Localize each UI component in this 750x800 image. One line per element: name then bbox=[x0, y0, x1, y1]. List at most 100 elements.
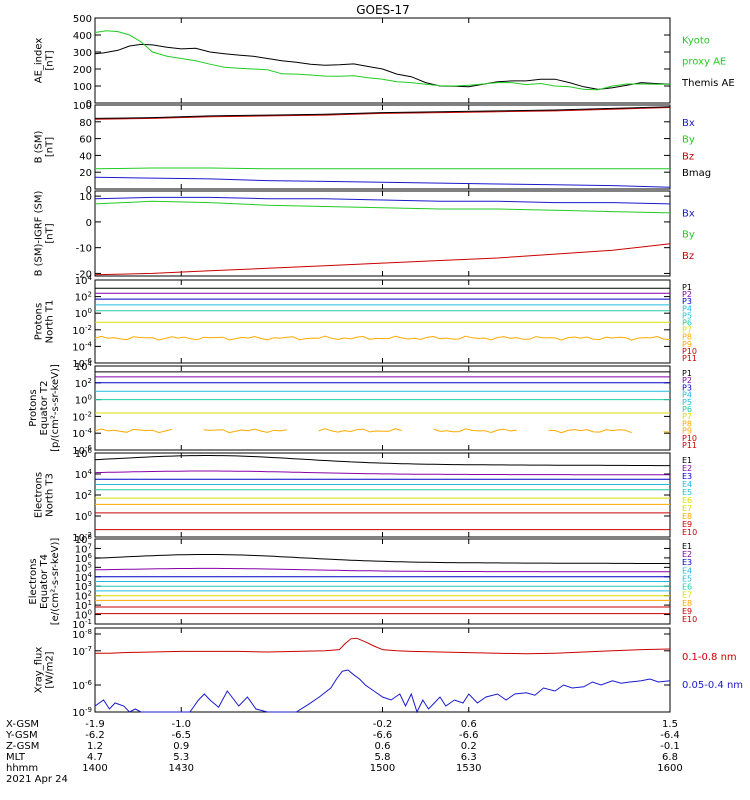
y-tick-label: 40 bbox=[79, 151, 92, 162]
y-axis-label: ElectronsEquator T4[e/(cm²-s-sr-keV)] bbox=[28, 538, 61, 626]
legend-entry-et4: E9 bbox=[682, 607, 692, 616]
y-tick-label: 104 bbox=[75, 468, 93, 481]
legend-entry-et4: E10 bbox=[682, 615, 697, 624]
x-axis-value: 1400 bbox=[82, 763, 107, 774]
y-axis-label: ProtonsEquator T2[p/(cm²-s-sr-keV)] bbox=[28, 364, 61, 452]
y-tick-label: 300 bbox=[73, 48, 92, 59]
y-tick-label: 10-2 bbox=[72, 410, 92, 423]
x-axis-value: 1430 bbox=[169, 763, 194, 774]
panel-frame bbox=[94, 365, 671, 451]
y-tick-label: 102 bbox=[75, 377, 92, 390]
series-bsm-0 bbox=[94, 107, 671, 120]
x-axis-value: -1.0 bbox=[171, 719, 191, 730]
series-et3-0 bbox=[94, 455, 670, 467]
x-axis-value: -0.1 bbox=[660, 741, 680, 752]
y-tick-label: 100 bbox=[73, 101, 92, 112]
legend-entry-pt2: P5 bbox=[682, 398, 692, 407]
x-axis-value: 0.6 bbox=[375, 741, 391, 752]
y-tick-label: 10-4 bbox=[72, 340, 92, 353]
y-tick-label: 0 bbox=[86, 99, 92, 110]
legend-entry-pt2: P10 bbox=[682, 434, 697, 443]
panel-frame bbox=[94, 279, 671, 364]
legend-entry-pt2: P7 bbox=[682, 412, 692, 421]
x-axis-value: 5.3 bbox=[173, 752, 189, 763]
x-axis-value: -6.2 bbox=[85, 730, 105, 741]
x-axis-value: 0.2 bbox=[461, 741, 477, 752]
x-axis-value: -6.6 bbox=[373, 730, 393, 741]
series-xray-0 bbox=[95, 637, 671, 655]
y-tick-label: 10-9 bbox=[72, 706, 92, 719]
legend-entry-et3: E2 bbox=[682, 464, 692, 473]
legend-entry-et4: E6 bbox=[682, 583, 692, 592]
y-tick-label: 107 bbox=[75, 542, 92, 555]
legend-entry-et4: E5 bbox=[682, 574, 692, 583]
x-axis-value: 6.3 bbox=[461, 752, 477, 763]
panel-xray: 10-8 10-7 10-6 10-9 Xray_flux[W/m2] 0.1-0.8 n… bbox=[34, 627, 743, 719]
y-axis-label: AE_index[nT] bbox=[34, 38, 56, 84]
y-tick-label: 0 bbox=[86, 185, 92, 196]
series-et3-1 bbox=[94, 470, 670, 476]
x-axis-value: -6.6 bbox=[459, 730, 479, 741]
x-axis-value: -6.5 bbox=[171, 730, 191, 741]
figure-title: GOES-17 bbox=[356, 3, 410, 17]
legend-entry-pt1: P1 bbox=[682, 283, 692, 292]
y-tick-label: 104 bbox=[75, 274, 93, 287]
legend-entry-pt2: P9 bbox=[682, 427, 692, 436]
x-axis-value: 6.8 bbox=[662, 752, 678, 763]
legend-entry-et4: E2 bbox=[682, 550, 692, 559]
x-axis-row-label: MLT bbox=[6, 752, 26, 763]
y-axis-label: B (SM)-IGRF (SM)[nT] bbox=[34, 191, 56, 277]
legend-entry-pt1: P4 bbox=[682, 304, 692, 313]
legend-entry-bsm: Bx bbox=[682, 118, 695, 129]
y-tick-label: 0 bbox=[86, 218, 92, 229]
y-tick-label: 10-6 bbox=[72, 679, 92, 692]
y-tick-label: 10-1 bbox=[72, 618, 92, 631]
y-tick-label: 100 bbox=[75, 609, 92, 622]
legend-entry-et4: E4 bbox=[682, 566, 692, 575]
panel-bigrf: -20 -10 0 10 B (SM)-IGRF (SM)[nT] Bx By Bz bbox=[34, 190, 695, 280]
legend-entry-pt1: P5 bbox=[682, 311, 692, 320]
y-tick-label: 10-2 bbox=[72, 531, 92, 544]
panel-frame bbox=[94, 627, 671, 713]
y-tick-label: 500 bbox=[73, 14, 92, 25]
legend-entry-bsm: By bbox=[682, 135, 695, 146]
legend-entry-bigrf: Bx bbox=[682, 208, 695, 219]
legend-entry-et3: E5 bbox=[682, 488, 692, 497]
legend-entry-pt2: P11 bbox=[682, 441, 697, 450]
y-tick-label: 10-6 bbox=[72, 444, 92, 457]
x-axis-value: -1.9 bbox=[85, 719, 105, 730]
y-tick-label: 108 bbox=[75, 533, 92, 546]
x-axis-row-label: Z-GSM bbox=[6, 741, 39, 752]
y-axis-label: B (SM)[nT] bbox=[34, 130, 56, 163]
x-axis-value: 1530 bbox=[456, 763, 481, 774]
y-tick-label: 104 bbox=[75, 571, 93, 584]
legend-entry-pt1: P6 bbox=[682, 319, 692, 328]
legend-entry-bigrf: By bbox=[682, 230, 695, 241]
legend-entry-et3: E6 bbox=[682, 496, 692, 505]
legend-entry-et3: E3 bbox=[682, 472, 692, 481]
x-axis-value: 4.7 bbox=[87, 752, 103, 763]
y-tick-label: 20 bbox=[79, 168, 92, 179]
legend-entry-et4: E3 bbox=[682, 558, 692, 567]
panel-pt2: 104 102 100 10-2 10-4 10-6 ProtonsEquator T2[p… bbox=[28, 360, 697, 457]
x-axis-value: 1.2 bbox=[87, 741, 103, 752]
series-bigrf-0 bbox=[94, 196, 671, 205]
y-tick-label: 102 bbox=[75, 590, 92, 603]
y-tick-label: 10-6 bbox=[72, 357, 92, 370]
legend-entry-et4: E8 bbox=[682, 599, 692, 608]
x-axis-value: -6.4 bbox=[660, 730, 680, 741]
legend-entry-pt2: P6 bbox=[682, 405, 692, 414]
legend-entry-ae: Kyoto bbox=[682, 35, 710, 46]
legend-entry-pt1: P2 bbox=[682, 290, 692, 299]
y-tick-label: 102 bbox=[75, 489, 92, 502]
legend-entry-et4: E1 bbox=[682, 542, 692, 551]
y-axis-label: ElectronsNorth T3 bbox=[34, 472, 56, 518]
y-tick-label: 100 bbox=[75, 307, 92, 320]
series-et4-1 bbox=[94, 567, 670, 573]
legend-entry-bigrf: Bz bbox=[682, 251, 694, 262]
y-tick-label: 106 bbox=[75, 552, 93, 565]
y-tick-label: 200 bbox=[73, 65, 92, 76]
series-pt2-6 bbox=[94, 428, 671, 434]
